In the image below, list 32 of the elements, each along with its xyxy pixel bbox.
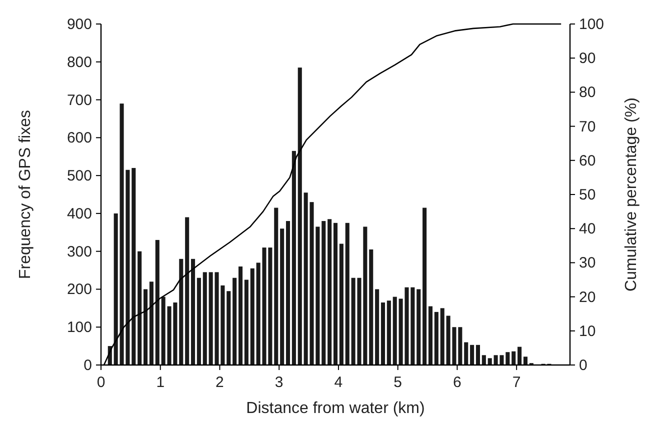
x-tick-label: 3 bbox=[274, 374, 284, 391]
x-tick-label: 0 bbox=[96, 374, 106, 391]
x-tick-label: 1 bbox=[156, 374, 165, 391]
y2-tick-label: 70 bbox=[579, 118, 596, 136]
y-tick-label: 400 bbox=[66, 205, 92, 222]
y-tick-label: 900 bbox=[66, 16, 92, 33]
y-tick-label: 500 bbox=[66, 168, 92, 185]
y2-tick-label: 10 bbox=[579, 322, 596, 340]
y2-tick-label: 20 bbox=[579, 288, 596, 306]
y2-tick-label: 40 bbox=[579, 220, 596, 238]
y-tick-label: 0 bbox=[84, 357, 92, 374]
y-tick-label: 200 bbox=[66, 281, 92, 298]
y2-tick-label: 80 bbox=[579, 84, 596, 102]
y-tick-label: 800 bbox=[66, 54, 92, 71]
x-tick-label: 2 bbox=[216, 374, 224, 391]
y-tick-label: 700 bbox=[66, 92, 92, 109]
x-tick-label: 7 bbox=[512, 374, 521, 391]
y2-tick-label: 0 bbox=[579, 357, 588, 374]
y2-tick-label: 50 bbox=[579, 186, 596, 204]
y2-tick-label: 30 bbox=[579, 254, 596, 272]
y-tick-label: 100 bbox=[66, 319, 92, 336]
y-axis-title: Frequency of GPS fixes bbox=[17, 110, 34, 279]
x-tick-label: 4 bbox=[334, 374, 343, 391]
y2-tick-label: 90 bbox=[579, 50, 596, 68]
x-tick-label: 5 bbox=[394, 374, 402, 391]
x-axis-title: Distance from water (km) bbox=[246, 400, 425, 417]
y-tick-label: 600 bbox=[66, 130, 92, 147]
y2-tick-label: 60 bbox=[579, 152, 596, 170]
y-tick-label: 300 bbox=[66, 243, 92, 260]
y2-tick-label: 100 bbox=[579, 16, 604, 33]
y2-axis-title: Cumulative percentage (%) bbox=[623, 98, 640, 292]
x-tick-label: 6 bbox=[453, 374, 462, 391]
